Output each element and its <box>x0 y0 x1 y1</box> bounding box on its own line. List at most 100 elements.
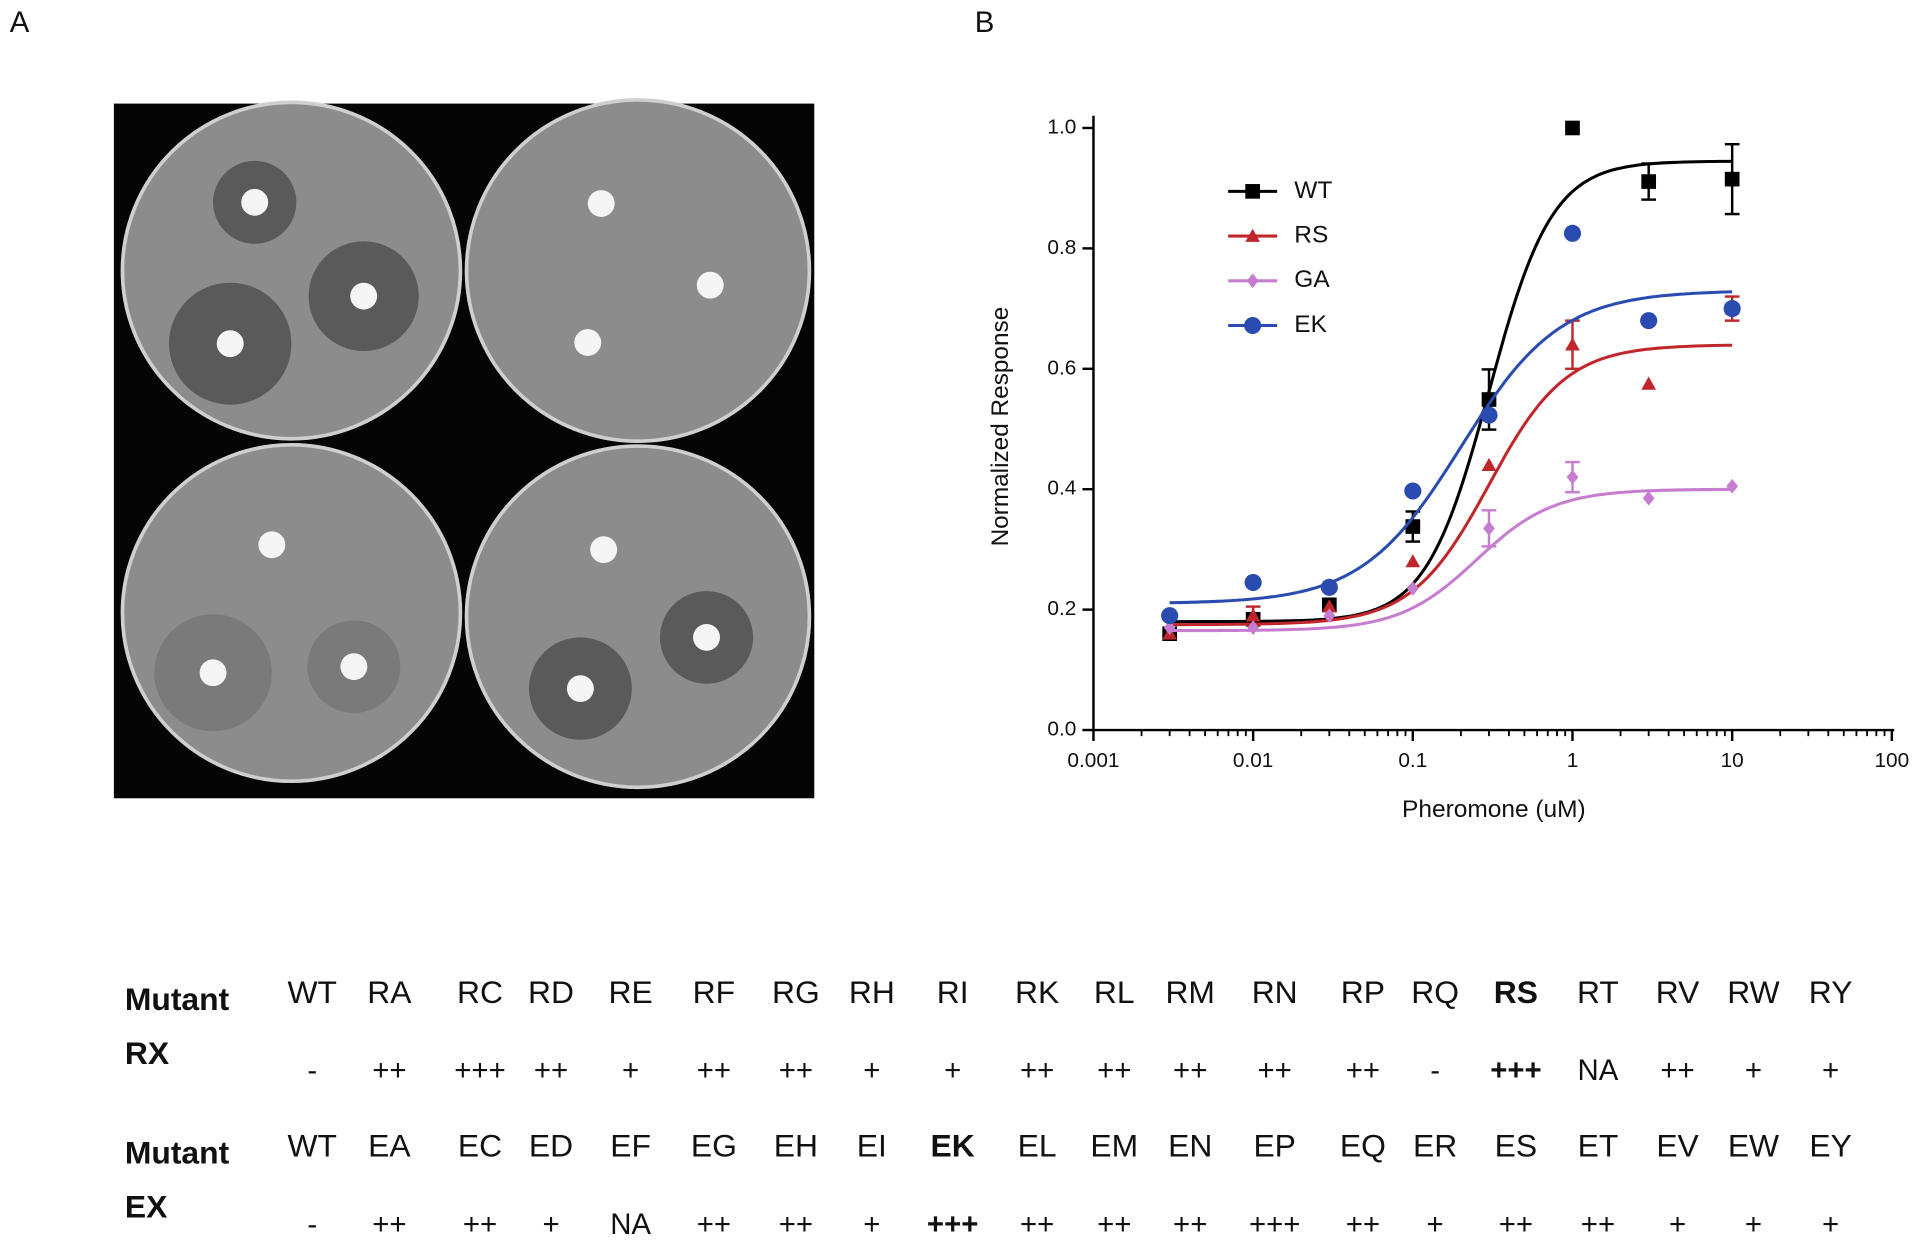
mutant: EI <box>857 1128 887 1164</box>
marker <box>1723 300 1741 318</box>
mutant: EH <box>774 1128 818 1164</box>
score: + <box>1745 1054 1762 1087</box>
fit-curve <box>1169 290 1733 605</box>
score: ++ <box>697 1208 731 1241</box>
fit-curve <box>1169 343 1733 627</box>
score: ++ <box>1173 1054 1207 1087</box>
mutant: RL <box>1094 974 1135 1010</box>
marker <box>1246 273 1259 289</box>
score: NA <box>1578 1054 1619 1087</box>
marker <box>1481 457 1497 471</box>
mutant: RC <box>457 974 503 1010</box>
y-tick-label: 0.2 <box>1047 597 1076 620</box>
mutant: RI <box>937 974 969 1010</box>
score: ++ <box>372 1208 406 1241</box>
mutant: EL <box>1018 1128 1057 1164</box>
score: - <box>307 1054 317 1087</box>
score: + <box>863 1054 880 1087</box>
score: ++ <box>1097 1054 1131 1087</box>
score: + <box>542 1208 559 1241</box>
score: ++ <box>1258 1054 1292 1087</box>
mutant: RV <box>1656 974 1700 1010</box>
score: ++ <box>1020 1208 1054 1241</box>
mutant: EY <box>1809 1128 1851 1164</box>
marker <box>1405 519 1421 534</box>
score: ++ <box>1660 1054 1694 1087</box>
y-tick-label: 0.6 <box>1047 356 1076 379</box>
score: ++ <box>372 1054 406 1087</box>
score: ++ <box>1346 1208 1380 1241</box>
marker <box>1724 171 1740 187</box>
mutant: RF <box>693 974 735 1010</box>
row-label: Mutant <box>125 981 230 1017</box>
score: ++ <box>1499 1208 1533 1241</box>
mutant: EN <box>1168 1128 1212 1164</box>
mutant: WT <box>287 1128 336 1164</box>
x-tick-label: 0.001 <box>1067 749 1119 772</box>
marker <box>1566 469 1579 485</box>
marker <box>1641 174 1657 189</box>
plate-photo <box>113 98 815 799</box>
mutant: EG <box>691 1128 737 1164</box>
mutant: RY <box>1809 974 1853 1010</box>
mutant: RH <box>849 974 895 1010</box>
score: + <box>1745 1208 1762 1241</box>
mutant: EV <box>1656 1128 1699 1164</box>
score: +++ <box>1490 1054 1541 1087</box>
marker <box>1245 184 1260 199</box>
marker <box>1480 406 1498 424</box>
marker <box>1481 392 1497 407</box>
x-tick-label: 100 <box>1874 749 1909 772</box>
marker <box>1640 312 1658 330</box>
y-tick-label: 0.0 <box>1047 718 1076 741</box>
mutant: EK <box>931 1128 975 1164</box>
mutant: RD <box>528 974 574 1010</box>
marker <box>1404 482 1422 500</box>
x-tick-label: 0.01 <box>1233 749 1273 772</box>
marker <box>1642 490 1655 506</box>
x-tick-label: 10 <box>1721 749 1744 772</box>
marker <box>1563 224 1582 242</box>
mutant: RN <box>1252 974 1298 1010</box>
score: + <box>622 1054 639 1087</box>
mutant: ET <box>1578 1128 1619 1164</box>
score: - <box>307 1208 317 1241</box>
y-axis-label: Normalized Response <box>987 307 1014 547</box>
mutant: ES <box>1495 1128 1537 1164</box>
score: +++ <box>927 1208 978 1241</box>
y-tick-label: 1.0 <box>1047 115 1076 138</box>
score: ++ <box>1020 1054 1054 1087</box>
mutant: EC <box>458 1128 502 1164</box>
mutant: EP <box>1253 1128 1295 1164</box>
score: + <box>944 1054 961 1087</box>
score: ++ <box>779 1208 813 1241</box>
panel-label: B <box>975 6 995 39</box>
legend-label: WT <box>1294 177 1332 204</box>
score: + <box>1427 1208 1444 1241</box>
legend-label: EK <box>1294 311 1327 338</box>
score: - <box>1430 1054 1440 1087</box>
score: ++ <box>1173 1208 1207 1241</box>
panel-label: A <box>10 6 30 39</box>
marker <box>1245 608 1261 622</box>
mutant: RW <box>1727 974 1779 1010</box>
marker <box>1244 316 1262 335</box>
x-axis-label: Pheromone (uM) <box>1402 796 1586 823</box>
marker <box>1247 620 1260 635</box>
mutant: ED <box>529 1128 573 1164</box>
marker <box>1161 607 1179 625</box>
mutant: RP <box>1341 974 1385 1010</box>
row-label: EX <box>125 1188 167 1224</box>
score: ++ <box>1346 1054 1380 1087</box>
marker <box>1321 599 1337 613</box>
y-tick-label: 0.8 <box>1047 236 1076 259</box>
mutant: EA <box>368 1128 411 1164</box>
marker <box>1565 120 1580 136</box>
y-tick-label: 0.4 <box>1047 477 1076 500</box>
marker <box>1323 608 1336 623</box>
score: + <box>1669 1208 1686 1241</box>
row-label: RX <box>125 1035 169 1071</box>
score: ++ <box>1581 1208 1615 1241</box>
score: NA <box>610 1208 651 1241</box>
